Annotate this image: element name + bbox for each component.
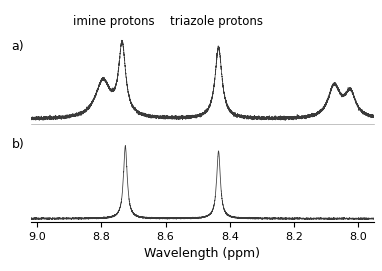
Text: a): a) [12,40,24,53]
X-axis label: Wavelength (ppm): Wavelength (ppm) [144,247,261,260]
Text: imine protons: imine protons [73,15,155,28]
Text: b): b) [12,138,24,151]
Text: triazole protons: triazole protons [170,15,264,28]
